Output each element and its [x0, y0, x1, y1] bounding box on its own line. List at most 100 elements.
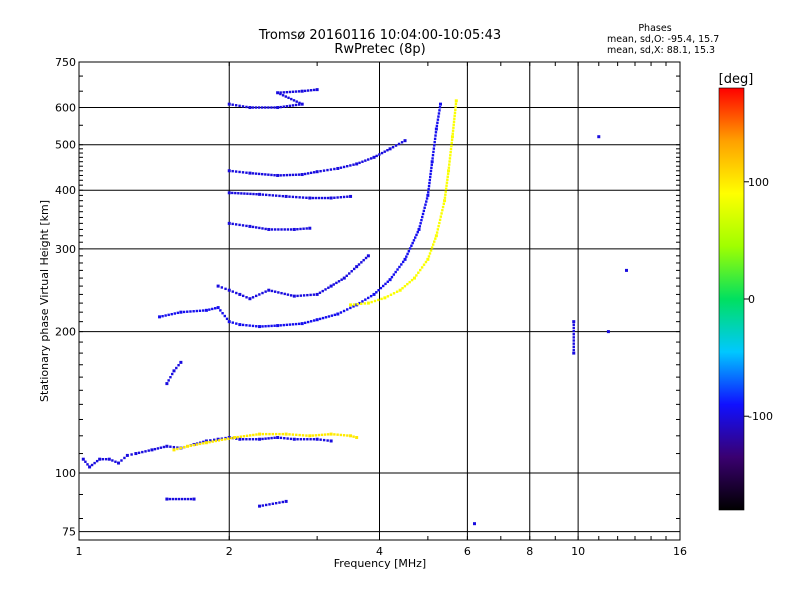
data-point	[428, 181, 431, 185]
data-point	[446, 175, 449, 178]
data-point	[130, 453, 133, 456]
data-point	[346, 434, 349, 437]
data-point	[355, 162, 359, 166]
data-point	[278, 501, 281, 504]
data-point	[227, 102, 231, 106]
data-point	[424, 203, 427, 206]
data-point	[372, 155, 376, 159]
data-point	[170, 312, 173, 316]
data-point	[231, 321, 234, 324]
data-point	[306, 320, 310, 324]
data-point	[238, 223, 241, 227]
data-point	[364, 256, 368, 260]
data-point	[241, 105, 245, 108]
x-axis-label: Frequency [MHz]	[334, 557, 426, 570]
data-point	[384, 282, 387, 286]
data-point	[270, 106, 273, 109]
data-point	[419, 268, 422, 272]
data-point	[227, 288, 231, 292]
data-point	[264, 106, 267, 109]
y-tick-label: 600	[55, 102, 76, 115]
data-point	[400, 141, 404, 144]
grid	[79, 62, 680, 540]
phase-header: Phases	[638, 23, 671, 34]
data-point	[242, 435, 246, 438]
data-point	[449, 147, 453, 151]
data-point	[318, 291, 322, 294]
data-point	[286, 228, 290, 231]
x-tick-label: 1	[76, 545, 83, 558]
data-point	[324, 288, 327, 291]
data-point	[319, 438, 322, 441]
data-point	[383, 296, 387, 300]
colorbar-tick-label: -100	[748, 410, 773, 423]
data-point	[284, 194, 288, 198]
data-point	[449, 150, 452, 154]
data-point	[309, 320, 313, 323]
data-point	[311, 434, 315, 437]
data-point	[288, 90, 292, 94]
x-tick-label: 8	[526, 545, 533, 558]
data-point	[452, 123, 455, 126]
data-point	[202, 440, 205, 444]
data-point	[295, 433, 298, 437]
data-point	[276, 173, 280, 177]
data-point	[176, 447, 179, 451]
data-point	[277, 291, 280, 294]
data-point	[282, 91, 285, 94]
data-point	[248, 324, 251, 327]
data-point	[361, 300, 364, 303]
data-point	[114, 460, 117, 463]
data-point	[410, 244, 413, 247]
data-point	[294, 103, 298, 107]
data-point	[248, 224, 252, 228]
data-point	[238, 437, 242, 441]
data-point	[281, 94, 285, 97]
data-point	[408, 280, 411, 284]
data-point	[167, 313, 170, 317]
data-point	[438, 109, 441, 112]
data-point	[107, 457, 111, 461]
data-point	[367, 158, 370, 161]
data-point	[297, 103, 301, 106]
data-point	[198, 309, 202, 312]
data-point	[299, 227, 302, 231]
data-point	[227, 169, 231, 173]
data-point	[88, 465, 92, 469]
data-point	[180, 497, 184, 501]
data-point	[398, 265, 401, 269]
data-point	[150, 448, 154, 452]
data-point	[111, 459, 114, 462]
data-point	[321, 316, 325, 320]
data-point	[412, 276, 416, 280]
data-point	[572, 329, 575, 333]
data-point	[321, 289, 324, 293]
data-point	[279, 174, 282, 177]
data-point	[171, 497, 175, 501]
data-point	[219, 309, 222, 312]
data-point	[572, 351, 576, 355]
y-tick-label: 750	[55, 56, 76, 69]
data-point	[415, 274, 418, 277]
data-point	[264, 432, 268, 436]
data-point	[296, 438, 299, 441]
data-point	[441, 205, 445, 209]
data-point	[430, 163, 433, 166]
data-point	[349, 164, 352, 167]
data-point	[141, 450, 144, 454]
data-point	[349, 303, 353, 307]
data-point	[255, 438, 258, 441]
data-point	[329, 168, 333, 171]
data-point	[312, 438, 316, 441]
data-point	[454, 108, 457, 111]
data-point	[241, 294, 245, 298]
data-point	[323, 433, 327, 436]
data-point	[291, 104, 295, 107]
x-tick-label: 10	[571, 545, 585, 558]
data-point	[86, 463, 89, 466]
data-point	[298, 196, 301, 199]
data-point	[234, 104, 238, 107]
data-point	[317, 433, 321, 437]
data-point	[438, 106, 442, 109]
data-point	[186, 310, 189, 313]
